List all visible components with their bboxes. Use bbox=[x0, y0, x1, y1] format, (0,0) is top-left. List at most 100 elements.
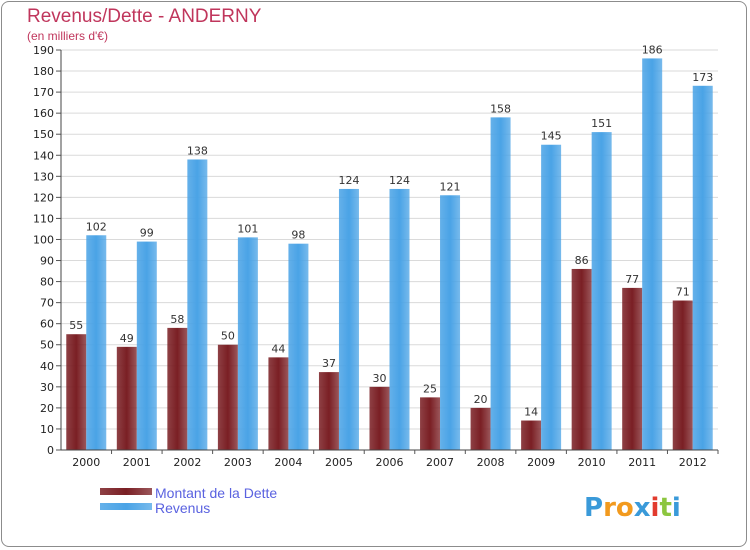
data-label: 98 bbox=[291, 229, 305, 242]
data-label: 37 bbox=[322, 357, 336, 370]
legend-label: Montant de la Dette bbox=[155, 485, 277, 501]
data-label: 145 bbox=[541, 130, 562, 143]
bar-dette bbox=[167, 327, 188, 450]
brand-letter: i bbox=[651, 493, 660, 523]
x-tick-label: 2011 bbox=[628, 456, 656, 469]
y-tick-label: 190 bbox=[33, 44, 54, 57]
x-tick-label: 2002 bbox=[173, 456, 201, 469]
bar-dette bbox=[420, 397, 441, 450]
x-tick-label: 2005 bbox=[325, 456, 353, 469]
y-tick-label: 150 bbox=[33, 128, 54, 141]
data-label: 99 bbox=[140, 227, 154, 240]
y-tick-label: 30 bbox=[40, 381, 54, 394]
bars: 55 102 49 99 58 138 50 101 44 98 37 124 30 124 25 121 20… bbox=[66, 43, 713, 451]
y-tick-label: 50 bbox=[40, 339, 54, 352]
y-tick-label: 20 bbox=[40, 402, 54, 415]
y-tick-label: 80 bbox=[40, 276, 54, 289]
data-label: 44 bbox=[271, 342, 285, 355]
y-tick-label: 140 bbox=[33, 149, 54, 162]
bar-dette bbox=[318, 372, 339, 450]
bar-dette bbox=[217, 344, 238, 450]
bar-dette bbox=[116, 346, 137, 450]
bar-revenus bbox=[541, 144, 562, 450]
x-tick-label: 2007 bbox=[426, 456, 454, 469]
data-label: 101 bbox=[237, 222, 258, 235]
x-tick-label: 2003 bbox=[224, 456, 252, 469]
y-tick-label: 60 bbox=[40, 318, 54, 331]
bar-revenus bbox=[389, 188, 410, 450]
brand-letter: P bbox=[584, 493, 603, 523]
bar-revenus bbox=[591, 132, 612, 450]
y-tick-label: 180 bbox=[33, 65, 54, 78]
y-tick-label: 40 bbox=[40, 360, 54, 373]
bar-revenus bbox=[692, 85, 713, 450]
bar-dette bbox=[66, 334, 87, 450]
x-tick-label: 2010 bbox=[578, 456, 606, 469]
bar-dette bbox=[571, 268, 592, 450]
data-label: 30 bbox=[373, 372, 387, 385]
bar-dette bbox=[622, 287, 643, 450]
y-tick-label: 0 bbox=[47, 444, 54, 457]
data-label: 186 bbox=[642, 43, 663, 56]
x-tick-label: 2001 bbox=[123, 456, 151, 469]
bar-revenus bbox=[642, 58, 663, 450]
bar-dette bbox=[369, 386, 390, 450]
y-tick-label: 170 bbox=[33, 86, 54, 99]
axes: 0 10 20 30 40 50 60 70 80 90 100 110 120 130 140 150 160… bbox=[33, 44, 719, 469]
legend-label: Revenus bbox=[155, 500, 210, 516]
bar-dette bbox=[521, 420, 542, 450]
legend-swatch bbox=[100, 488, 152, 495]
brand-letter: r bbox=[603, 493, 616, 523]
legend-swatch bbox=[100, 503, 152, 510]
data-label: 173 bbox=[692, 71, 713, 84]
bar-revenus bbox=[440, 195, 461, 450]
data-label: 77 bbox=[625, 273, 639, 286]
data-label: 124 bbox=[338, 174, 359, 187]
bar-revenus bbox=[86, 235, 107, 450]
y-tick-label: 90 bbox=[40, 255, 54, 268]
data-label: 102 bbox=[86, 220, 107, 233]
bar-revenus bbox=[136, 241, 157, 450]
x-tick-label: 2000 bbox=[72, 456, 100, 469]
y-tick-label: 160 bbox=[33, 107, 54, 120]
bar-dette bbox=[268, 357, 289, 450]
data-label: 25 bbox=[423, 382, 437, 395]
data-label: 14 bbox=[524, 406, 538, 419]
y-tick-label: 100 bbox=[33, 233, 54, 246]
data-label: 58 bbox=[170, 313, 184, 326]
data-label: 50 bbox=[221, 330, 235, 343]
bar-revenus bbox=[338, 188, 359, 450]
chart-subtitle: (en milliers d'€) bbox=[27, 29, 108, 43]
x-tick-label: 2009 bbox=[527, 456, 555, 469]
y-tick-label: 110 bbox=[33, 212, 54, 225]
bar-revenus bbox=[490, 117, 511, 451]
data-label: 55 bbox=[69, 319, 83, 332]
x-tick-label: 2012 bbox=[679, 456, 707, 469]
x-tick-label: 2004 bbox=[274, 456, 302, 469]
bar-revenus bbox=[288, 243, 309, 450]
y-tick-label: 70 bbox=[40, 297, 54, 310]
bar-revenus bbox=[187, 159, 208, 450]
data-label: 86 bbox=[575, 254, 589, 267]
bar-revenus bbox=[237, 237, 258, 450]
data-label: 20 bbox=[474, 393, 488, 406]
data-label: 158 bbox=[490, 102, 511, 115]
data-label: 124 bbox=[389, 174, 410, 187]
y-tick-label: 10 bbox=[40, 423, 54, 436]
x-tick-label: 2006 bbox=[376, 456, 404, 469]
data-label: 71 bbox=[676, 286, 690, 299]
bar-dette bbox=[470, 407, 491, 450]
brand-letter: i bbox=[672, 493, 681, 523]
data-label: 138 bbox=[187, 144, 208, 157]
brand-logo: Proxiti bbox=[584, 493, 681, 523]
bar-dette bbox=[672, 300, 693, 450]
brand-letter: o bbox=[616, 493, 634, 523]
x-tick-label: 2008 bbox=[477, 456, 505, 469]
data-label: 49 bbox=[120, 332, 134, 345]
data-label: 151 bbox=[591, 117, 612, 130]
brand-letter: t bbox=[659, 493, 671, 523]
chart-title: Revenus/Dette - ANDERNY bbox=[27, 6, 262, 27]
brand-letter: x bbox=[634, 493, 651, 523]
